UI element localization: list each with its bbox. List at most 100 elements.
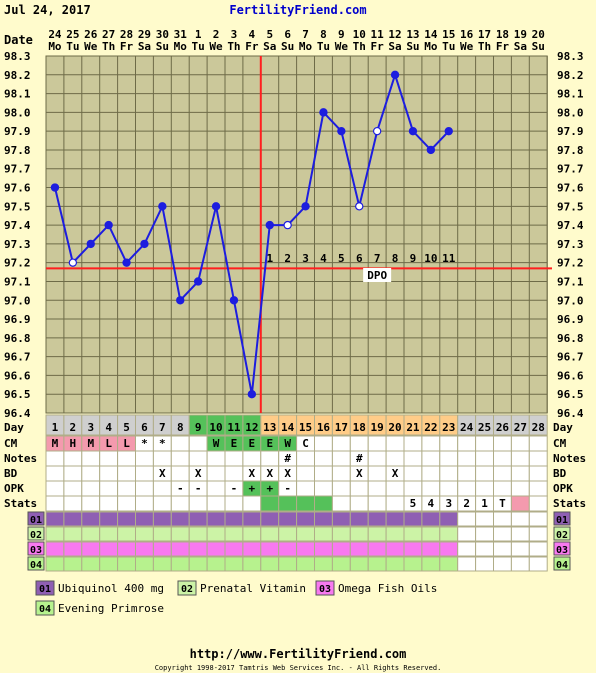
supplement-cell [135,556,154,572]
supplement-cell [385,526,405,542]
supplement-cell [385,556,405,572]
supplement-cell [117,511,136,527]
supplement-cell [81,541,101,557]
temperature-point [337,126,346,136]
supplement-cell [99,541,119,557]
opk-row-cell [206,480,226,497]
stats-row-cell [367,495,387,512]
weekday-label: Tu [192,40,205,53]
y-tick-right: 97.5 [557,200,584,213]
bd-row-cell [475,465,495,482]
supplement-cell [296,541,316,557]
day-row-value: 16 [317,421,331,434]
bd-row-cell [206,465,226,482]
supplement-cell [152,556,172,572]
supplement-cell [135,541,154,557]
y-tick-right: 96.5 [557,388,584,401]
opk-row-cell [457,480,477,497]
bd-row-cell [493,465,512,482]
notes-row-cell [242,450,262,467]
bd-row-cell [314,465,333,482]
legend-label: Omega Fish Oils [338,582,437,595]
supplement-cell [63,511,83,527]
notes-row-cell [63,450,83,467]
supplement-cell [528,541,548,557]
supplement-cell [278,541,298,557]
supplement-code-label: 04 [30,560,42,571]
supplement-cell [152,526,172,542]
supplement-cell [170,556,190,572]
supplement-cell [457,526,477,542]
day-row-value: 11 [227,421,241,434]
legend-code: 03 [319,584,331,595]
y-tick-right: 97.2 [557,257,584,270]
bd-row-cell [367,465,387,482]
y-tick-left: 98.3 [4,50,31,63]
cm-row-cell [170,435,190,452]
cm-row-cell [367,435,387,452]
date-label: 29 [138,28,151,41]
supplement-cell [99,556,119,572]
cm-row-value: L [105,437,112,450]
y-tick-left: 96.4 [4,407,31,420]
bd-row-cell [403,465,423,482]
day-row-value: 19 [371,421,384,434]
temperature-point [104,220,113,230]
bd-row-cell [528,465,548,482]
y-tick-right: 98.2 [557,69,584,82]
stats-row-cell [224,495,244,512]
bd-row-cell [81,465,101,482]
stats-row-value: 1 [481,497,488,510]
date-label: 7 [302,28,309,41]
supplement-cell [152,541,172,557]
supplement-code-label: 01 [30,515,42,526]
temperature-point [50,183,60,192]
dpo-caption: DPO [367,269,387,282]
supplement-cell [493,511,512,527]
day-row-value: 7 [159,421,166,434]
opk-row-value: - [195,482,202,495]
cm-row-value: W [284,437,291,450]
supplement-cell [421,511,441,527]
legend-swatch [177,580,197,596]
date-label: 4 [249,28,256,41]
opk-row-cell [475,480,495,497]
opk-row-cell [296,480,316,497]
y-tick-left: 96.6 [4,369,31,382]
cm-row-value: E [231,437,238,450]
stats-row-cell [314,495,333,512]
weekday-label: Su [281,40,294,53]
opk-row-cell [81,480,101,497]
supplement-cell [475,511,495,527]
notes-row-cell [385,450,405,467]
weekday-label: Mo [48,40,62,53]
stats-row-label: Stats [4,497,37,510]
supplement-cell [367,511,387,527]
supplement-cell [421,541,441,557]
day-row-value: 5 [123,421,130,434]
temperature-point [355,202,364,211]
stats-row-cell [117,495,136,512]
date-label: 27 [102,28,115,41]
supplement-cell [242,526,262,542]
footer-url[interactable]: http://www.FertilityFriend.com [190,647,407,661]
supplement-cell [385,541,405,557]
supplement-cell [510,541,530,557]
weekday-label: Sa [138,40,151,53]
y-tick-left: 97.7 [4,163,31,176]
supplement-cell [260,511,280,527]
legend-label: Evening Primrose [58,602,164,615]
temperature-point [319,108,328,117]
supplement-cell [510,526,530,542]
weekday-label: We [335,40,349,53]
supplement-code-left [27,511,45,526]
y-tick-right: 96.7 [557,351,584,364]
notes-row-cell [421,450,441,467]
date-label: 9 [338,28,345,41]
cm-row-value: * [141,437,148,450]
y-tick-left: 97.2 [4,257,31,270]
opk-row-cell [367,480,387,497]
site-title-link[interactable]: FertilityFriend.com [229,3,366,17]
date-label: 24 [48,28,62,41]
